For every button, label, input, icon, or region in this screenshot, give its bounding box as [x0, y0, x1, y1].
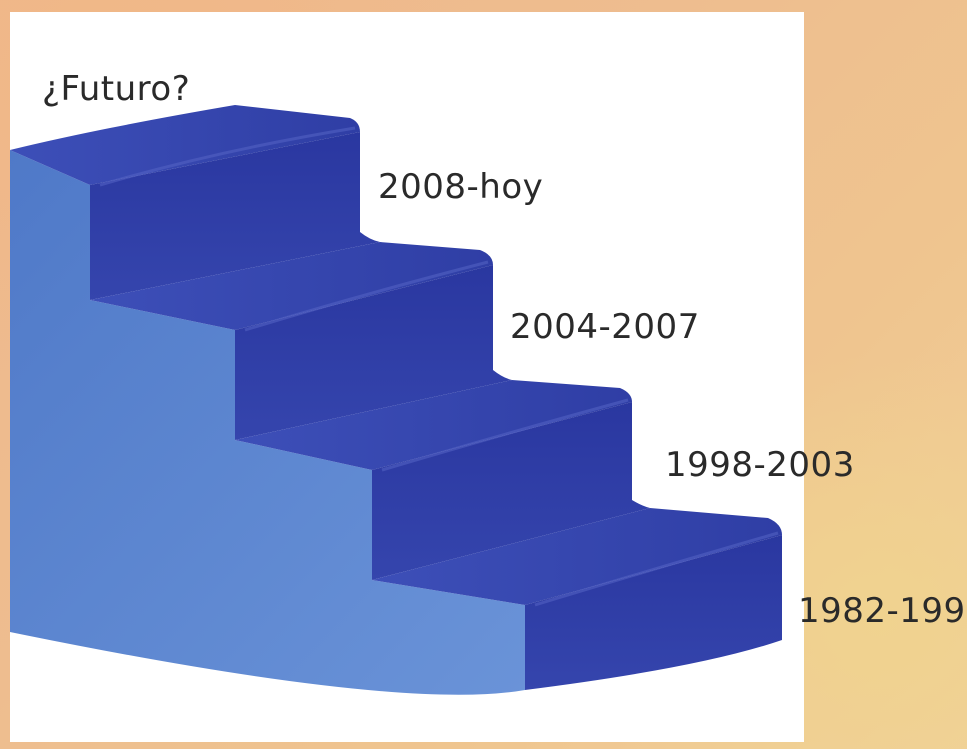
- label-step-4: 2008-hoy: [378, 167, 544, 207]
- step-3-tread: [90, 242, 493, 330]
- stair-side-face: [10, 150, 525, 695]
- label-future: ¿Futuro?: [42, 69, 191, 109]
- label-step-1: 1982-1997: [798, 591, 967, 631]
- label-step-3: 2004-2007: [510, 307, 700, 347]
- step-1-tread: [372, 508, 782, 605]
- step-1-riser: [525, 535, 782, 690]
- step-2-tread: [235, 380, 632, 470]
- step-3-riser: [235, 265, 512, 440]
- step-4-tread: [10, 105, 360, 185]
- label-step-2: 1998-2003: [665, 445, 855, 485]
- step-2-riser: [372, 402, 650, 580]
- step-4-riser: [90, 132, 380, 300]
